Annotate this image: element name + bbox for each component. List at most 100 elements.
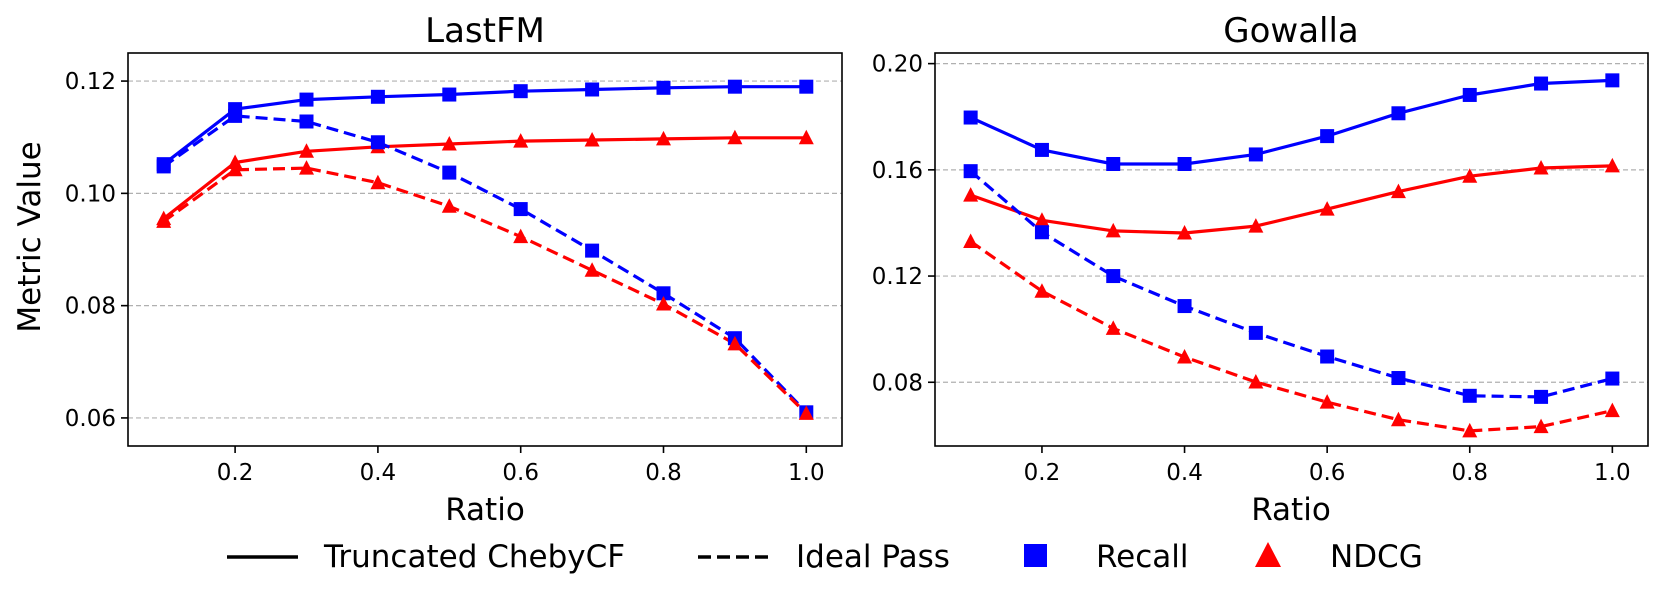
recall-marker: [370, 135, 385, 150]
series-lines-lastfm: [162, 85, 808, 415]
plot-frame-gowalla: [934, 52, 1649, 447]
ndcg-marker: [963, 233, 979, 249]
ndcg-marker: [1604, 157, 1620, 173]
recall-marker: [1034, 142, 1049, 157]
ndcg-marker: [370, 174, 386, 190]
series-markers-lastfm: [156, 79, 814, 420]
legend-item-truncated-chebycf: Truncated ChebyCF: [227, 539, 625, 575]
series-line-truncated-chebycf-recall: [162, 85, 807, 166]
plot-frame-lastfm: [127, 52, 843, 447]
ndcg-marker: [1105, 222, 1121, 238]
x-ticks-lastfm: 0.2 0.4 0.6 0.8 1.0: [217, 446, 825, 486]
ndcg-marker: [1248, 374, 1264, 389]
x-tick-label: 0.6: [1309, 460, 1346, 486]
recall-marker: [1391, 371, 1406, 386]
recall-marker: [1106, 269, 1121, 284]
ndcg-marker: [1533, 418, 1549, 434]
ndcg-marker: [441, 135, 457, 151]
y-tick-label: 0.12: [65, 69, 116, 95]
ndcg-marker: [513, 228, 529, 244]
series-markers-gowalla: [963, 73, 1620, 438]
series-line-truncated-chebycf-ndcg: [162, 136, 807, 220]
x-tick-label: 0.2: [217, 460, 254, 486]
x-tick-label: 1.0: [788, 460, 825, 486]
x-tick-label: 0.6: [502, 460, 539, 486]
legend-label-ideal-pass: Ideal Pass: [796, 539, 950, 575]
y-tick-label: 0.06: [65, 406, 116, 432]
ndcg-marker: [1462, 422, 1478, 438]
ndcg-marker: [963, 187, 979, 202]
recall-marker: [1605, 371, 1620, 386]
recall-marker: [1106, 156, 1121, 171]
ndcg-marker: [1034, 212, 1050, 227]
legend-item-ndcg: NDCG: [1255, 539, 1423, 575]
y-tick-label: 0.08: [65, 294, 116, 320]
recall-marker: [1605, 73, 1620, 88]
recall-marker: [656, 286, 671, 301]
ndcg-marker: [798, 405, 814, 420]
ndcg-marker: [227, 154, 243, 169]
recall-marker: [1248, 325, 1263, 340]
ndcg-marker: [656, 295, 671, 311]
ndcg-marker: [1533, 159, 1549, 175]
ndcg-marker: [1034, 283, 1050, 298]
legend-label-ndcg: NDCG: [1330, 539, 1423, 575]
recall-marker: [1320, 129, 1335, 144]
x-axis-title-gowalla: Ratio: [1251, 492, 1331, 528]
ndcg-marker: [584, 262, 600, 277]
ndcg-marker: [227, 161, 243, 177]
legend-item-recall: Recall: [1024, 539, 1189, 575]
y-tick-label: 0.16: [872, 158, 923, 184]
ndcg-marker: [798, 129, 814, 145]
ndcg-marker: [1177, 349, 1193, 364]
recall-marker: [442, 165, 457, 180]
recall-marker: [1534, 76, 1549, 91]
x-axis-title-lastfm: Ratio: [445, 492, 525, 528]
ndcg-marker: [1604, 402, 1620, 418]
y-axis-title: Metric Value: [12, 141, 48, 332]
x-tick-label: 0.2: [1024, 460, 1061, 486]
panel-title-gowalla: Gowalla: [1223, 11, 1359, 51]
recall-marker: [1034, 225, 1049, 240]
ndcg-marker: [1319, 201, 1335, 216]
legend-item-ideal-pass: Ideal Pass: [698, 539, 950, 575]
recall-marker: [1462, 388, 1477, 403]
recall-marker: [963, 164, 978, 179]
x-tick-label: 0.4: [1166, 460, 1203, 486]
ndcg-marker: [727, 129, 743, 145]
recall-marker: [370, 89, 385, 104]
ndcg-marker: [299, 143, 314, 158]
ndcg-marker: [1390, 183, 1406, 199]
y-tick-label: 0.20: [872, 52, 923, 78]
recall-marker: [442, 87, 457, 102]
ndcg-marker: [1462, 168, 1478, 183]
recall-marker: [656, 80, 671, 95]
x-tick-label: 0.4: [360, 460, 397, 486]
series-line-truncated-chebycf-ndcg: [970, 164, 1613, 235]
series-line-ideal-pass-recall: [162, 114, 808, 414]
series-line-truncated-chebycf-recall: [969, 78, 1613, 166]
grid-lastfm: [128, 80, 842, 419]
y-ticks-lastfm: 0.06 0.08 0.10 0.12: [65, 69, 128, 432]
x-tick-label: 0.8: [645, 460, 682, 486]
recall-marker: [585, 243, 600, 258]
ndcg-marker: [1390, 411, 1406, 427]
y-tick-label: 0.12: [872, 264, 923, 290]
recall-marker: [585, 82, 600, 97]
y-tick-label: 0.08: [872, 370, 923, 396]
panel-lastfm: LastFM Metric Value Ratio 0.2 0.4 0.6 0.…: [12, 11, 843, 528]
x-tick-label: 0.8: [1451, 460, 1488, 486]
panel-gowalla: Gowalla Ratio 0.2 0.4 0.6 0.8 1.0 0.08 0…: [872, 11, 1649, 528]
ndcg-marker: [441, 198, 457, 213]
recall-marker: [1248, 147, 1263, 162]
legend-square-marker-icon: [1024, 544, 1047, 567]
ndcg-marker: [656, 130, 671, 146]
series-line-ideal-pass-ndcg: [162, 166, 808, 415]
legend-label-truncated-chebycf: Truncated ChebyCF: [323, 539, 625, 575]
ndcg-marker: [156, 213, 172, 228]
ndcg-marker: [299, 160, 314, 175]
panel-title-lastfm: LastFM: [425, 11, 545, 51]
recall-marker: [299, 92, 314, 107]
y-ticks-gowalla: 0.08 0.12 0.16 0.20: [872, 52, 935, 396]
